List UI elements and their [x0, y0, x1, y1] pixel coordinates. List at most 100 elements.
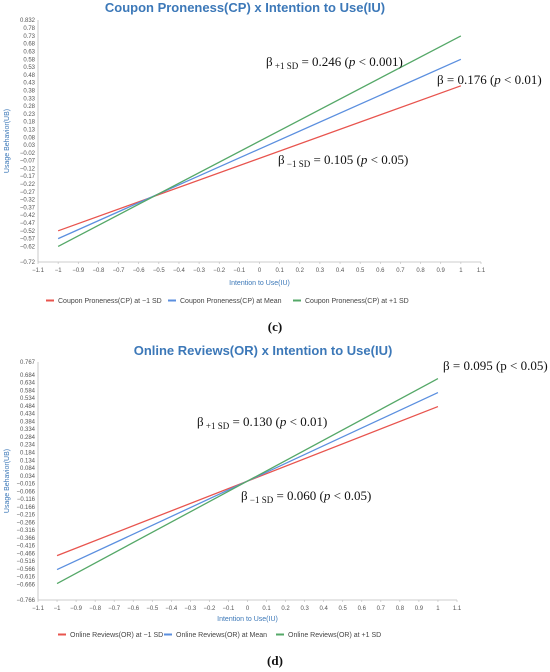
x-tick-label: −1.1: [32, 606, 45, 612]
y-tick-label: 0.38: [23, 88, 35, 94]
y-tick-label: −0.37: [20, 205, 36, 211]
y-tick-label: −0.57: [20, 237, 36, 243]
y-tick-label: 0.767: [20, 360, 36, 366]
y-tick-label: −0.316: [16, 528, 35, 534]
y-tick-label: 0.084: [20, 466, 36, 472]
x-tick-label: −0.8: [92, 268, 105, 274]
x-tick-label: 0.3: [300, 606, 309, 612]
y-tick-label: 0.48: [23, 73, 35, 79]
y-tick-label: −0.366: [16, 536, 35, 542]
legend-label: Online Reviews(OR) at −1 SD: [70, 632, 163, 639]
y-tick-label: 0.13: [23, 127, 35, 133]
x-tick-label: 1: [459, 268, 463, 274]
x-tick-label: 1: [436, 606, 440, 612]
y-tick-label: 0.134: [20, 458, 36, 464]
y-tick-label: −0.47: [20, 221, 36, 227]
x-tick-label: 1.1: [453, 606, 462, 612]
x-tick-label: −0.7: [113, 268, 126, 274]
panel-label: (d): [267, 653, 283, 668]
x-tick-label: 0.9: [415, 606, 424, 612]
y-axis-title: Usage Behavior(UB): [4, 109, 11, 173]
y-tick-label: 0.28: [23, 104, 35, 110]
x-tick-label: −0.8: [89, 606, 102, 612]
y-tick-label: −0.516: [16, 559, 35, 565]
y-tick-label: −0.416: [16, 544, 35, 550]
y-tick-label: −0.216: [16, 513, 35, 519]
y-tick-label: 0.18: [23, 120, 35, 126]
y-tick-label: 0.534: [20, 396, 36, 402]
y-tick-label: −0.566: [16, 567, 35, 573]
x-tick-label: 0.5: [356, 268, 365, 274]
series-line-3: [57, 35, 462, 247]
y-tick-label: 0.034: [20, 474, 36, 480]
y-tick-label: −0.17: [20, 174, 36, 180]
panel-label: (c): [268, 319, 282, 334]
legend-label: Online Reviews(OR) at +1 SD: [288, 632, 381, 639]
legend-label: Coupon Proneness(CP) at +1 SD: [305, 298, 409, 305]
x-tick-label: −0.5: [153, 268, 166, 274]
legend-label: Coupon Proneness(CP) at Mean: [180, 298, 282, 305]
y-tick-label: −0.62: [20, 244, 36, 250]
x-tick-label: 0.8: [416, 268, 425, 274]
x-tick-label: −0.4: [165, 606, 178, 612]
legend-label: Online Reviews(OR) at Mean: [176, 632, 267, 639]
y-axis-title: Usage Behavior(UB): [4, 449, 11, 513]
y-tick-label: 0.23: [23, 112, 35, 118]
y-tick-label: 0.234: [20, 443, 36, 449]
y-tick-label: −0.016: [16, 482, 35, 488]
x-tick-label: −0.6: [133, 268, 146, 274]
y-tick-label: −0.22: [20, 182, 36, 188]
y-tick-label: −0.52: [20, 229, 36, 235]
x-tick-label: −0.1: [223, 606, 236, 612]
beta-annotation: β −1 SD = 0.105 (p < 0.05): [278, 152, 408, 169]
x-tick-label: 0.1: [275, 268, 284, 274]
x-tick-label: −0.3: [184, 606, 197, 612]
y-tick-label: −0.07: [20, 159, 36, 165]
x-tick-label: −0.7: [108, 606, 121, 612]
x-tick-label: −0.6: [127, 606, 140, 612]
y-tick-label: 0.284: [20, 435, 36, 441]
x-tick-label: 0.6: [358, 606, 367, 612]
chart-panel-1: Coupon Proneness(CP) x Intention to Use(…: [4, 0, 542, 334]
chart-title: Online Reviews(OR) x Intention to Use(IU…: [134, 343, 393, 358]
y-tick-label: −0.166: [16, 505, 35, 511]
y-tick-label: 0.33: [23, 96, 35, 102]
y-tick-label: 0.684: [20, 373, 36, 379]
x-tick-label: −0.5: [146, 606, 159, 612]
y-tick-label: −0.466: [16, 551, 35, 557]
y-tick-label: 0.184: [20, 451, 36, 457]
beta-annotation: β +1 SD = 0.246 (p < 0.001): [266, 54, 403, 71]
x-axis-title: Intention to Use(IU): [217, 616, 278, 623]
x-tick-label: −0.2: [203, 606, 216, 612]
y-tick-label: 0.68: [23, 42, 35, 48]
x-tick-label: 0.7: [396, 268, 405, 274]
y-tick-label: 0.384: [20, 419, 36, 425]
chart-panel-2: Online Reviews(OR) x Intention to Use(IU…: [4, 343, 548, 668]
x-tick-label: 0.2: [296, 268, 305, 274]
y-tick-label: 0.832: [20, 18, 36, 24]
x-tick-label: −0.3: [193, 268, 206, 274]
y-tick-label: 0.58: [23, 57, 35, 63]
x-tick-label: −1: [54, 606, 62, 612]
x-tick-label: 0.5: [339, 606, 348, 612]
y-tick-label: −0.32: [20, 198, 36, 204]
y-tick-label: −0.72: [20, 260, 36, 266]
x-tick-label: 0.7: [377, 606, 386, 612]
y-tick-label: −0.766: [16, 598, 35, 604]
y-tick-label: 0.63: [23, 49, 35, 55]
y-tick-label: −0.266: [16, 520, 35, 526]
y-tick-label: 0.08: [23, 135, 35, 141]
y-tick-label: 0.584: [20, 388, 36, 394]
series-line-2: [57, 58, 462, 240]
beta-annotation: β = 0.176 (p < 0.01): [437, 72, 542, 87]
y-tick-label: −0.02: [20, 151, 36, 157]
y-tick-label: 0.78: [23, 26, 35, 32]
x-tick-label: 0.9: [437, 268, 446, 274]
series-line-3: [56, 378, 439, 585]
x-tick-label: −0.1: [233, 268, 246, 274]
y-tick-label: 0.434: [20, 412, 36, 418]
y-tick-label: 0.484: [20, 404, 36, 410]
y-tick-label: 0.03: [23, 143, 35, 149]
beta-annotation: β +1 SD = 0.130 (p < 0.01): [197, 414, 327, 431]
